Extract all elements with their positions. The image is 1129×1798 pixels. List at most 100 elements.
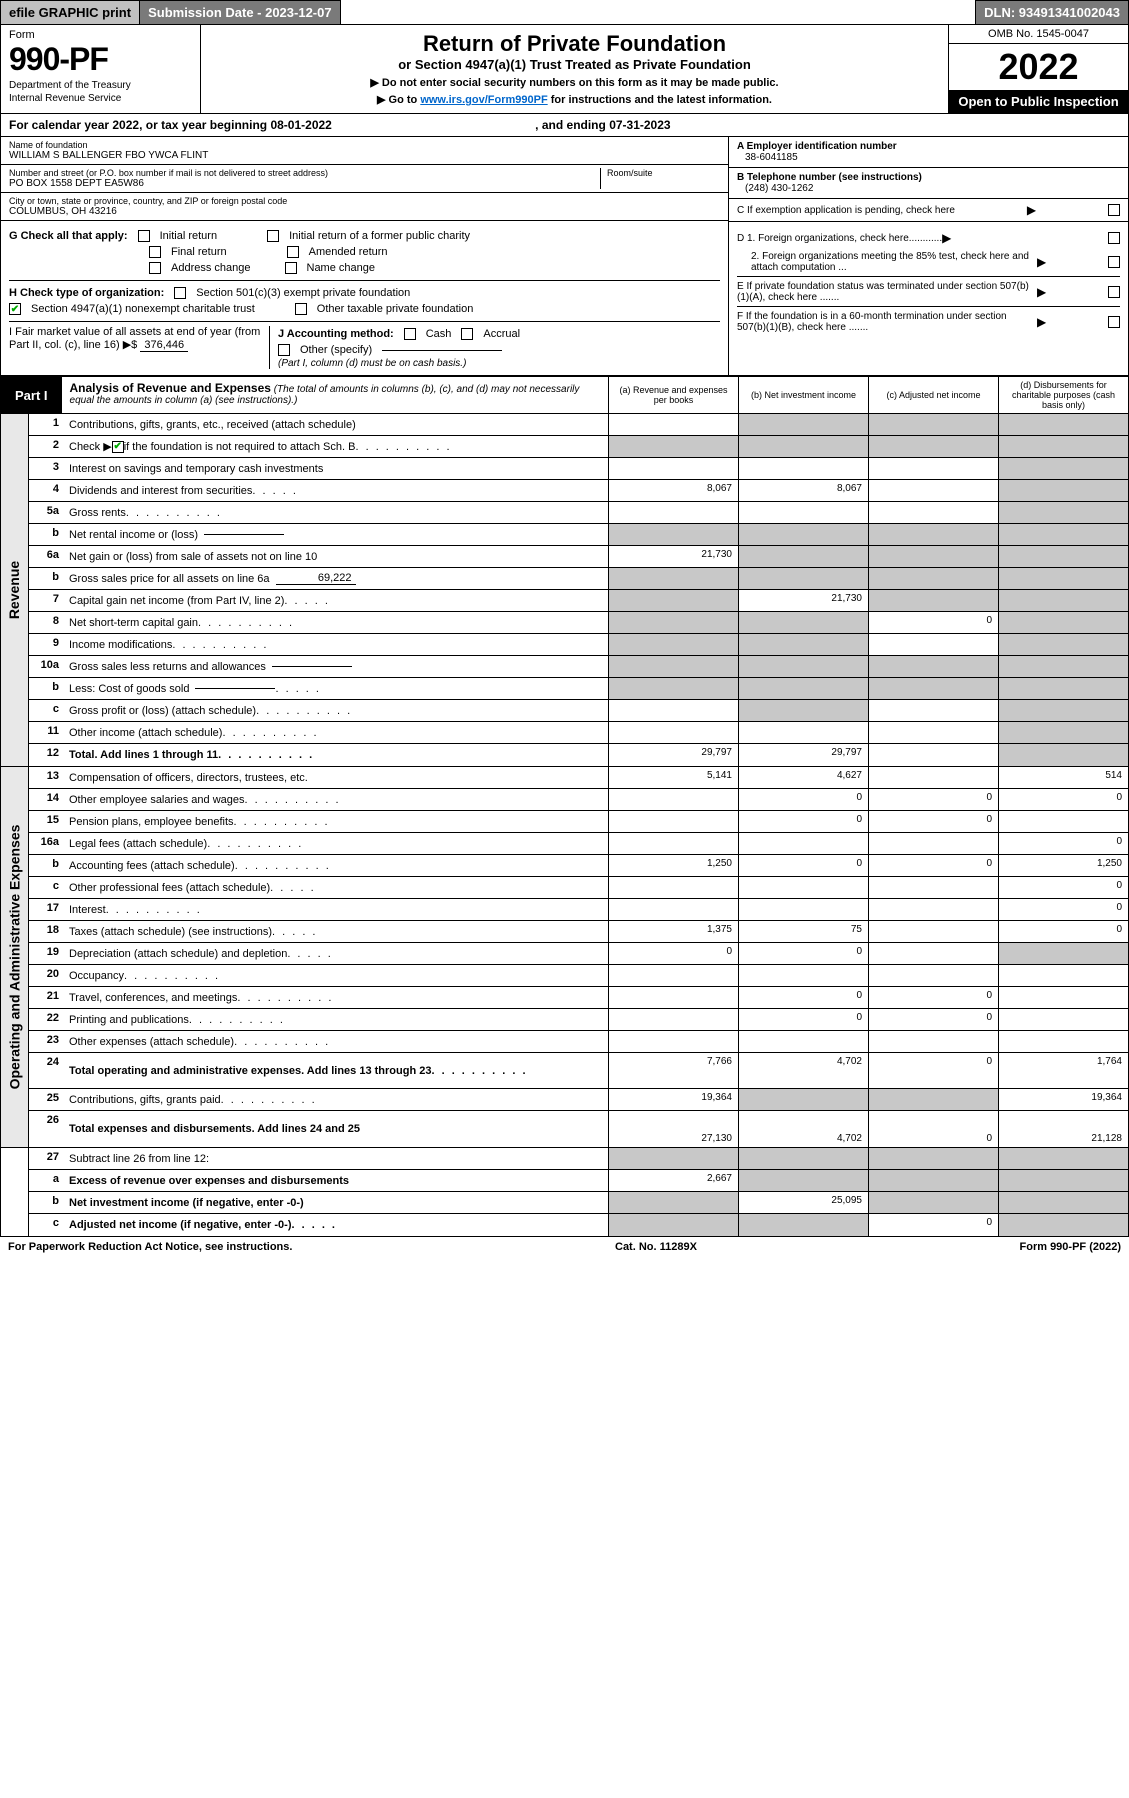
cell-d: 0 <box>998 877 1128 898</box>
j-cash-label: Cash <box>426 328 452 340</box>
j-accrual-checkbox[interactable] <box>461 328 473 340</box>
row-num: 18 <box>29 921 65 942</box>
row-num: b <box>29 568 65 589</box>
row-num: 17 <box>29 899 65 920</box>
h-label: H Check type of organization: <box>9 287 164 299</box>
row-num: 14 <box>29 789 65 810</box>
irs-link[interactable]: www.irs.gov/Form990PF <box>420 94 547 106</box>
g-final-checkbox[interactable] <box>149 246 161 258</box>
c-checkbox[interactable] <box>1108 204 1120 216</box>
row-num: 10a <box>29 656 65 677</box>
tax-year: 2022 <box>949 44 1128 90</box>
calyear-end: 07-31-2023 <box>609 118 670 132</box>
row-label: Excess of revenue over expenses and disb… <box>65 1170 608 1191</box>
row-num: a <box>29 1170 65 1191</box>
part1-tag: Part I <box>1 377 62 413</box>
open-inspection: Open to Public Inspection <box>949 90 1128 113</box>
city-value: COLUMBUS, OH 43216 <box>9 206 720 217</box>
addr-label: Number and street (or P.O. box number if… <box>9 168 600 178</box>
part1-desc: Analysis of Revenue and Expenses (The to… <box>62 377 608 413</box>
row-num: 5a <box>29 502 65 523</box>
row-num: 23 <box>29 1031 65 1052</box>
schb-checkbox[interactable]: ✔ <box>112 441 124 453</box>
calyear-pre: For calendar year 2022, or tax year begi… <box>9 118 270 132</box>
row-label: Adjusted net income (if negative, enter … <box>65 1214 608 1236</box>
cell-d: 0 <box>998 899 1128 920</box>
footer-catno: Cat. No. 11289X <box>615 1241 697 1253</box>
cell-b: 8,067 <box>738 480 868 501</box>
cell-a: 29,797 <box>608 744 738 766</box>
g-amended-checkbox[interactable] <box>287 246 299 258</box>
row-num: 25 <box>29 1089 65 1110</box>
j-cash-checkbox[interactable] <box>404 328 416 340</box>
cell-b: 21,730 <box>738 590 868 611</box>
efile-badge: efile GRAPHIC print <box>0 0 140 25</box>
h-other-checkbox[interactable] <box>295 303 307 315</box>
foundation-name: WILLIAM S BALLENGER FBO YWCA FLINT <box>9 150 720 161</box>
cell-a: 0 <box>608 943 738 964</box>
row-label: Accounting fees (attach schedule) <box>65 855 608 876</box>
cell-d: 0 <box>998 833 1128 854</box>
col-a-header: (a) Revenue and expenses per books <box>608 377 738 413</box>
row-label: Other expenses (attach schedule) <box>65 1031 608 1052</box>
row-num: 1 <box>29 414 65 435</box>
i-value: 376,446 <box>140 339 188 352</box>
h-4947-checkbox[interactable]: ✔ <box>9 303 21 315</box>
topbar-spacer <box>341 0 976 25</box>
dept-treasury: Department of the Treasury <box>9 80 192 91</box>
ssn-note: ▶ Do not enter social security numbers o… <box>213 76 936 89</box>
cell-b: 0 <box>738 789 868 810</box>
row-label: Pension plans, employee benefits <box>65 811 608 832</box>
row-num: 9 <box>29 634 65 655</box>
row-num: 27 <box>29 1148 65 1169</box>
j-accrual-label: Accrual <box>483 328 520 340</box>
g-name-checkbox[interactable] <box>285 262 297 274</box>
room-label: Room/suite <box>607 168 720 178</box>
row-label: Gross sales price for all assets on line… <box>65 568 608 589</box>
g-name-label: Name change <box>307 262 376 274</box>
cell-a: 27,130 <box>608 1111 738 1147</box>
row-num: b <box>29 855 65 876</box>
cell-b: 4,702 <box>738 1053 868 1088</box>
addr-value: PO BOX 1558 DEPT EA5W86 <box>9 178 600 189</box>
f-checkbox[interactable] <box>1108 316 1120 328</box>
cell-c: 0 <box>868 811 998 832</box>
j-other-checkbox[interactable] <box>278 344 290 356</box>
row-label: Printing and publications <box>65 1009 608 1030</box>
i-label: I Fair market value of all assets at end… <box>9 326 260 351</box>
g-address-checkbox[interactable] <box>149 262 161 274</box>
goto-pre: ▶ Go to <box>377 94 420 106</box>
row-label: Check ▶ ✔ if the foundation is not requi… <box>65 436 608 457</box>
footer-paperwork: For Paperwork Reduction Act Notice, see … <box>8 1241 292 1253</box>
row-label: Total expenses and disbursements. Add li… <box>65 1111 608 1147</box>
revenue-sidelabel: Revenue <box>1 414 29 766</box>
row-label: Legal fees (attach schedule) <box>65 833 608 854</box>
g-initial-former-checkbox[interactable] <box>267 230 279 242</box>
cell-b: 29,797 <box>738 744 868 766</box>
row-num: c <box>29 700 65 721</box>
goto-note: ▶ Go to www.irs.gov/Form990PF for instru… <box>213 93 936 106</box>
row-num: 7 <box>29 590 65 611</box>
row-num: 11 <box>29 722 65 743</box>
row-label: Net gain or (loss) from sale of assets n… <box>65 546 608 567</box>
cell-b: 4,627 <box>738 767 868 788</box>
f-label: F If the foundation is in a 60-month ter… <box>737 311 1037 333</box>
d2-checkbox[interactable] <box>1108 256 1120 268</box>
row-label: Total operating and administrative expen… <box>65 1053 608 1088</box>
cell-c: 0 <box>868 1053 998 1088</box>
row-label: Gross sales less returns and allowances <box>65 656 608 677</box>
e-checkbox[interactable] <box>1108 286 1120 298</box>
inline-value: 69,222 <box>276 572 356 585</box>
cell-d: 1,764 <box>998 1053 1128 1088</box>
h-501c3-checkbox[interactable] <box>174 287 186 299</box>
form-number: 990-PF <box>9 41 192 78</box>
d1-checkbox[interactable] <box>1108 232 1120 244</box>
calyear-begin: 08-01-2022 <box>270 118 331 132</box>
cell-d <box>998 414 1128 435</box>
row-num: 26 <box>29 1111 65 1147</box>
col-c-header: (c) Adjusted net income <box>868 377 998 413</box>
cell-b: 4,702 <box>738 1111 868 1147</box>
cell-c: 0 <box>868 855 998 876</box>
g-final-label: Final return <box>171 246 227 258</box>
g-initial-checkbox[interactable] <box>138 230 150 242</box>
